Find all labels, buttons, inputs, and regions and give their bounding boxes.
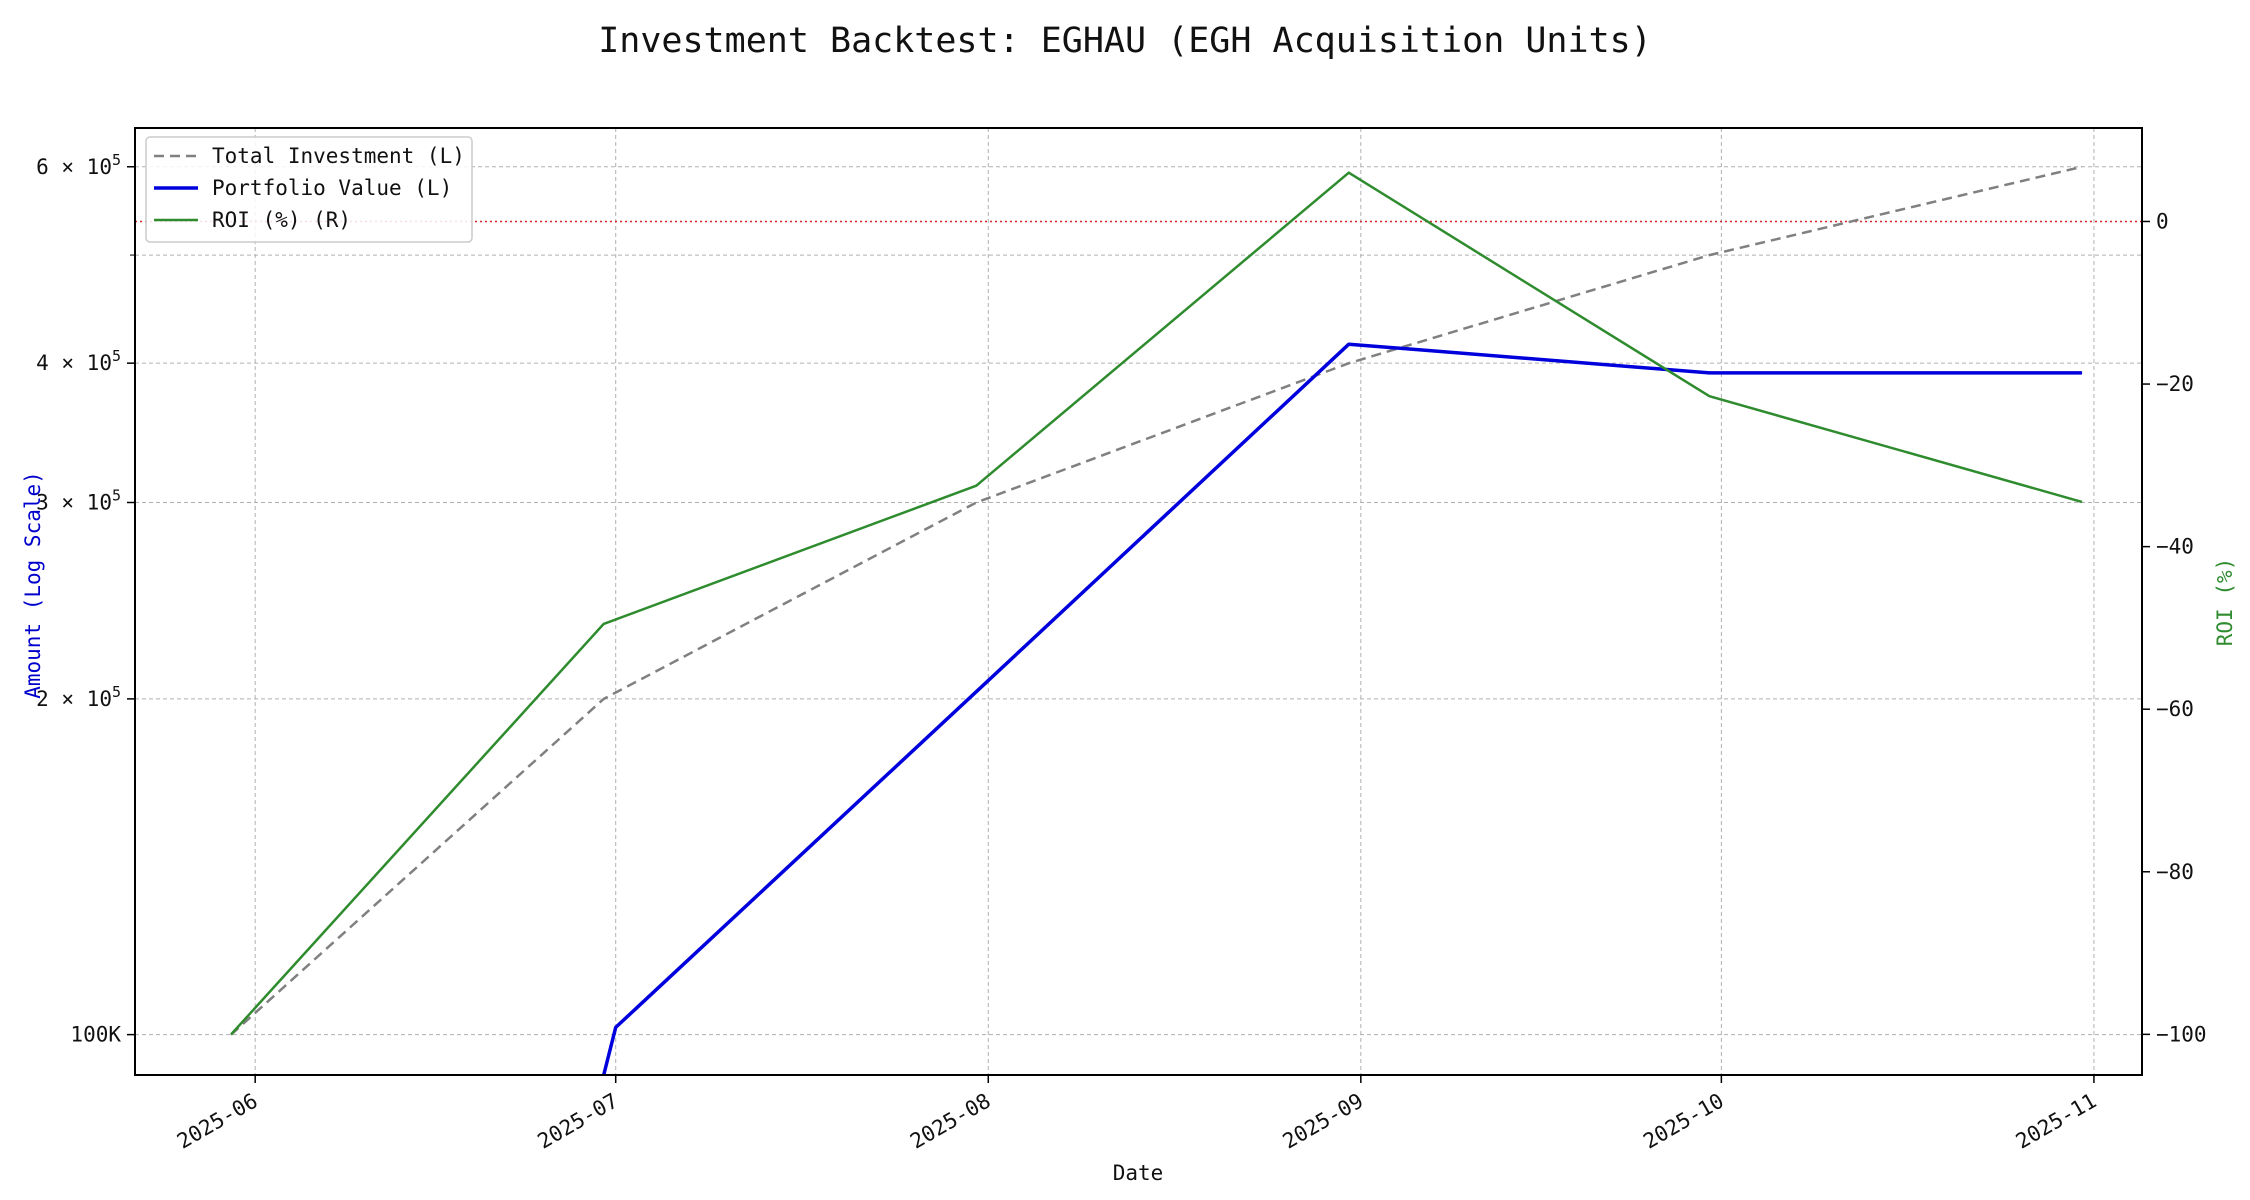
right-axis-ticks: 0 −20 −40 −60 −80 −100 <box>2142 209 2207 1046</box>
series-0-point-1 <box>603 698 605 700</box>
series-1-point-5 <box>2081 372 2083 374</box>
series-0-point-2 <box>975 501 977 503</box>
left-tick-label-0: 100K <box>70 1023 121 1047</box>
right-tick-label-4: −80 <box>2156 860 2194 884</box>
left-tick-exp-3: 5 <box>112 347 121 365</box>
legend: Total Investment (L) Portfolio Value (L) R… <box>145 136 473 243</box>
x-axis-label: Date <box>1113 1161 1164 1185</box>
left-tick-base-3: 4 × 10 <box>36 351 112 375</box>
series-0-point-3 <box>1348 362 1350 364</box>
right-tick-label-0: 0 <box>2156 209 2169 233</box>
series-2-point-3 <box>1348 172 1350 174</box>
series-1-point-1 <box>615 1026 617 1028</box>
x-tick-label-3: 2025-09 <box>1279 1089 1368 1154</box>
x-tick-label-0: 2025-06 <box>173 1089 262 1154</box>
left-tick-exp-4: 5 <box>112 151 121 169</box>
series-0-point-4 <box>1708 254 1710 256</box>
left-tick-label-3: 4 × 105 <box>36 347 121 375</box>
left-tick-exp-1: 5 <box>112 683 121 701</box>
series-2-point-4 <box>1708 395 1710 397</box>
x-axis-ticks: 2025-06 2025-07 2025-08 2025-09 2025-10 2025-… <box>173 1075 2100 1154</box>
left-tick-label-2: 3 × 105 <box>36 486 121 514</box>
legend-label-1: Portfolio Value (L) <box>212 176 452 200</box>
legend-label-2: ROI (%) (R) <box>212 208 351 232</box>
left-tick-base-2: 3 × 10 <box>36 490 112 514</box>
legend-box <box>145 136 473 243</box>
x-tick-label-1: 2025-07 <box>534 1089 623 1154</box>
series-line-1 <box>602 342 2082 1076</box>
x-tick-label-2: 2025-08 <box>906 1089 995 1154</box>
left-tick-label-4: 6 × 105 <box>36 151 121 179</box>
series-line-2 <box>230 171 2083 1036</box>
left-tick-label-1: 2 × 105 <box>36 683 121 711</box>
series-1-point-3 <box>1348 343 1350 345</box>
left-tick-base-1: 2 × 10 <box>36 687 112 711</box>
series-0-point-5 <box>2081 166 2083 168</box>
series-1-point-2 <box>975 691 977 693</box>
right-axis-label: ROI (%) <box>2213 558 2237 647</box>
series-2-point-1 <box>603 623 605 625</box>
series-2-point-5 <box>2081 501 2083 503</box>
plot-frame <box>134 127 2143 1076</box>
gridlines <box>135 128 2142 1075</box>
left-tick-base-4: 6 × 10 <box>36 155 112 179</box>
left-tick-exp-2: 5 <box>112 486 121 504</box>
right-tick-label-2: −40 <box>2156 535 2194 559</box>
right-tick-label-3: −60 <box>2156 697 2194 721</box>
series-2-point-2 <box>975 485 977 487</box>
right-tick-label-5: −100 <box>2156 1022 2207 1046</box>
series-2-point-0 <box>230 1033 232 1035</box>
chart-title: Investment Backtest: EGHAU (EGH Acquisit… <box>598 21 1652 61</box>
left-axis-label: Amount (Log Scale) <box>21 471 45 699</box>
x-tick-label-4: 2025-10 <box>1639 1089 1728 1154</box>
right-tick-label-1: −20 <box>2156 372 2194 396</box>
x-tick-label-5: 2025-11 <box>2012 1089 2101 1154</box>
series-layer <box>230 165 2083 1076</box>
series-1-point-4 <box>1708 372 1710 374</box>
series-line-0 <box>230 165 2083 1036</box>
legend-label-0: Total Investment (L) <box>212 144 465 168</box>
